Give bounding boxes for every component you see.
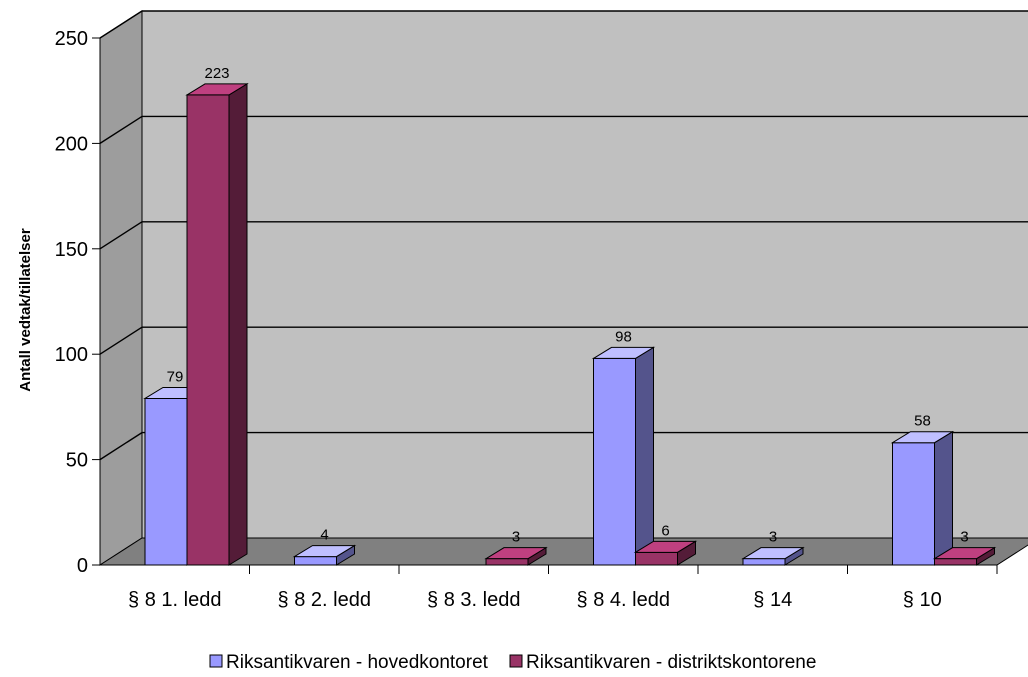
data-labels: 79 223 4 3 98 6 3 58 3 <box>167 65 969 546</box>
bar <box>890 430 955 566</box>
bar-front <box>294 556 337 566</box>
gridlines <box>99 10 1028 461</box>
legend-swatch <box>209 654 223 668</box>
y-tick-label: 200 <box>55 133 88 155</box>
bar-front <box>593 357 636 566</box>
bar <box>292 544 357 566</box>
bar <box>741 546 805 566</box>
bar-front <box>742 558 786 566</box>
gridline <box>99 221 1028 250</box>
bar-top <box>741 547 805 560</box>
data-label: 6 <box>661 522 669 539</box>
side-wall <box>99 10 143 566</box>
bar-front <box>186 94 230 566</box>
data-label: 4 <box>320 527 328 544</box>
y-tick-label: 50 <box>66 450 88 472</box>
y-tick-label: 150 <box>55 239 88 261</box>
data-label: 223 <box>204 65 229 82</box>
bar <box>484 546 548 566</box>
bar-front <box>144 397 188 566</box>
legend-swatch <box>509 654 523 668</box>
bars <box>143 83 997 566</box>
legend-entry: Riksantikvaren - distriktskontorene <box>526 652 816 673</box>
data-label: 3 <box>960 529 968 546</box>
bar-top <box>484 547 548 560</box>
data-label: 3 <box>769 529 777 546</box>
gridline <box>99 326 1028 355</box>
bar-side <box>635 346 654 566</box>
bar-top <box>890 431 955 444</box>
category-label: § 8 4. ledd <box>577 589 670 611</box>
bar-top <box>633 540 698 553</box>
legend: Riksantikvaren - hovedkontoret Riksantikv… <box>209 652 816 673</box>
bar-front <box>934 558 977 566</box>
data-label: 98 <box>615 328 632 345</box>
bar <box>633 540 698 566</box>
category-label: § 8 1. ledd <box>128 589 221 611</box>
axes: 0 50 100 150 200 250 § 8 1. ledd § 8 2. ledd § 8… <box>55 28 998 611</box>
y-tick-label: 0 <box>77 555 88 577</box>
category-label: § 14 <box>753 589 792 611</box>
bar-front <box>635 551 678 566</box>
bar-side <box>228 83 248 566</box>
y-axis-label: Antall vedtak/tillatelser <box>17 228 34 392</box>
bar-top <box>591 346 656 359</box>
bar-top <box>185 83 249 96</box>
bar-top <box>292 545 357 558</box>
gridline <box>99 10 1028 39</box>
y-tick-label: 100 <box>55 344 88 366</box>
bar-top <box>932 547 997 560</box>
category-label: § 8 2. ledd <box>278 589 371 611</box>
category-label: § 8 3. ledd <box>427 589 520 611</box>
category-label: § 10 <box>903 589 942 611</box>
y-tick-label: 250 <box>55 28 88 50</box>
bar <box>591 346 656 566</box>
gridline <box>99 431 1028 461</box>
bar-front <box>485 558 529 566</box>
data-label: 3 <box>512 529 520 546</box>
bar-side <box>934 430 953 566</box>
bar <box>932 546 997 566</box>
bar-front <box>892 442 935 566</box>
data-label: 79 <box>167 368 184 385</box>
gridline <box>99 115 1028 144</box>
data-label: 58 <box>914 413 931 430</box>
bar <box>185 83 249 566</box>
legend-entry: Riksantikvaren - hovedkontoret <box>226 652 489 673</box>
